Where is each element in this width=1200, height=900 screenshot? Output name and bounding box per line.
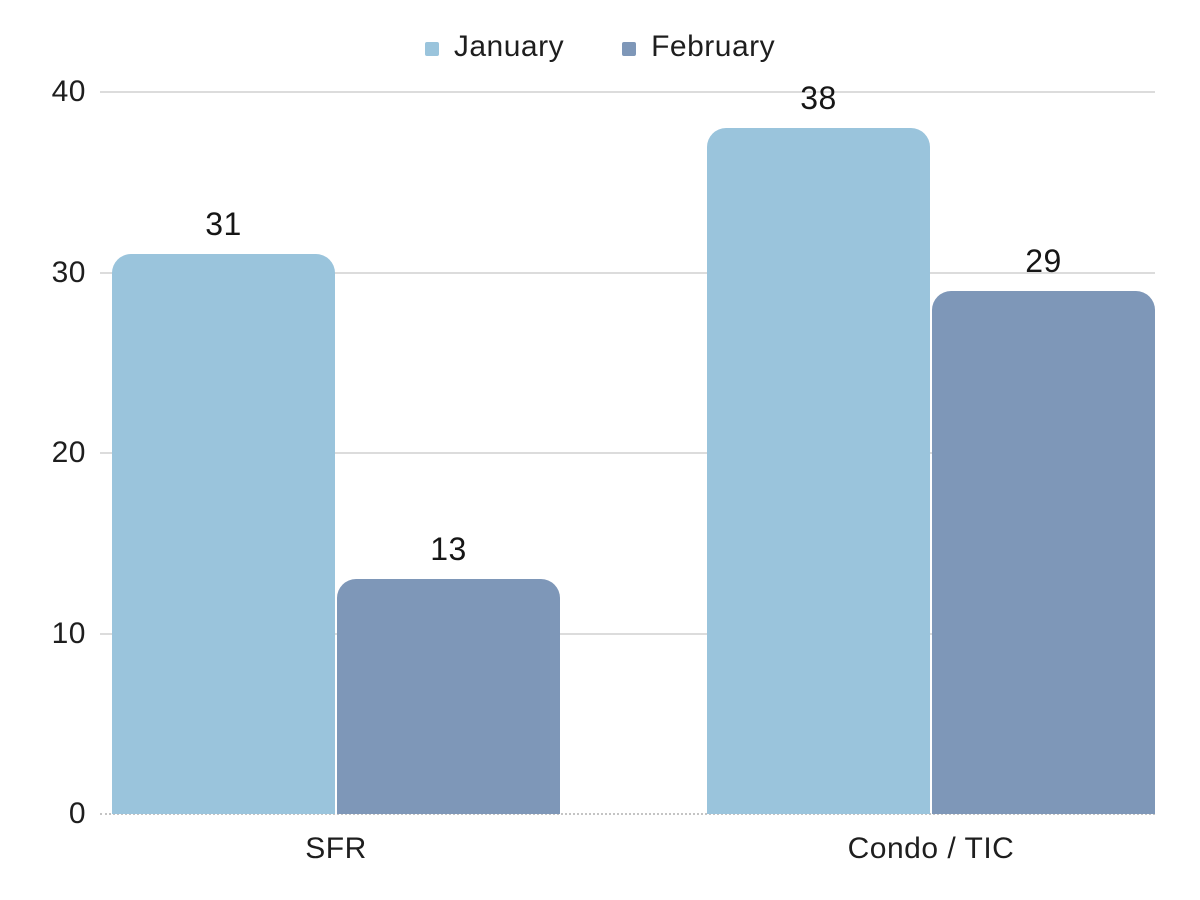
gridline (100, 271, 1155, 274)
bar-value-label: 38 (800, 80, 837, 117)
x-axis-category-label: Condo / TIC (847, 832, 1015, 865)
x-axis-baseline (100, 813, 1155, 815)
y-axis-tick-label: 0 (68, 797, 86, 830)
gridline (100, 632, 1155, 635)
bar-february-sfr (337, 579, 560, 814)
gridline (100, 452, 1155, 454)
chart-legend: January February (0, 30, 1200, 64)
bar-january-sfr (112, 254, 335, 814)
y-axis-tick-label: 40 (51, 75, 86, 108)
bar-value-label: 29 (1025, 242, 1062, 279)
legend-item-january: January (424, 30, 565, 64)
bar-january-condo-tic (707, 128, 930, 814)
gridline (100, 91, 1155, 93)
legend-label-february: February (651, 30, 776, 63)
legend-swatch-january-icon (424, 41, 439, 56)
x-axis-category-label: SFR (305, 832, 367, 865)
y-axis-tick-label: 20 (51, 436, 86, 469)
bar-february-condo-tic (932, 290, 1155, 814)
legend-swatch-february-icon (622, 41, 637, 56)
bar-value-label: 31 (205, 206, 242, 243)
y-axis-tick-label: 10 (51, 616, 86, 650)
bar-value-label: 13 (430, 531, 467, 568)
legend-item-february: February (622, 30, 775, 64)
y-axis-tick-label: 30 (51, 255, 86, 289)
legend-label-january: January (453, 30, 565, 63)
